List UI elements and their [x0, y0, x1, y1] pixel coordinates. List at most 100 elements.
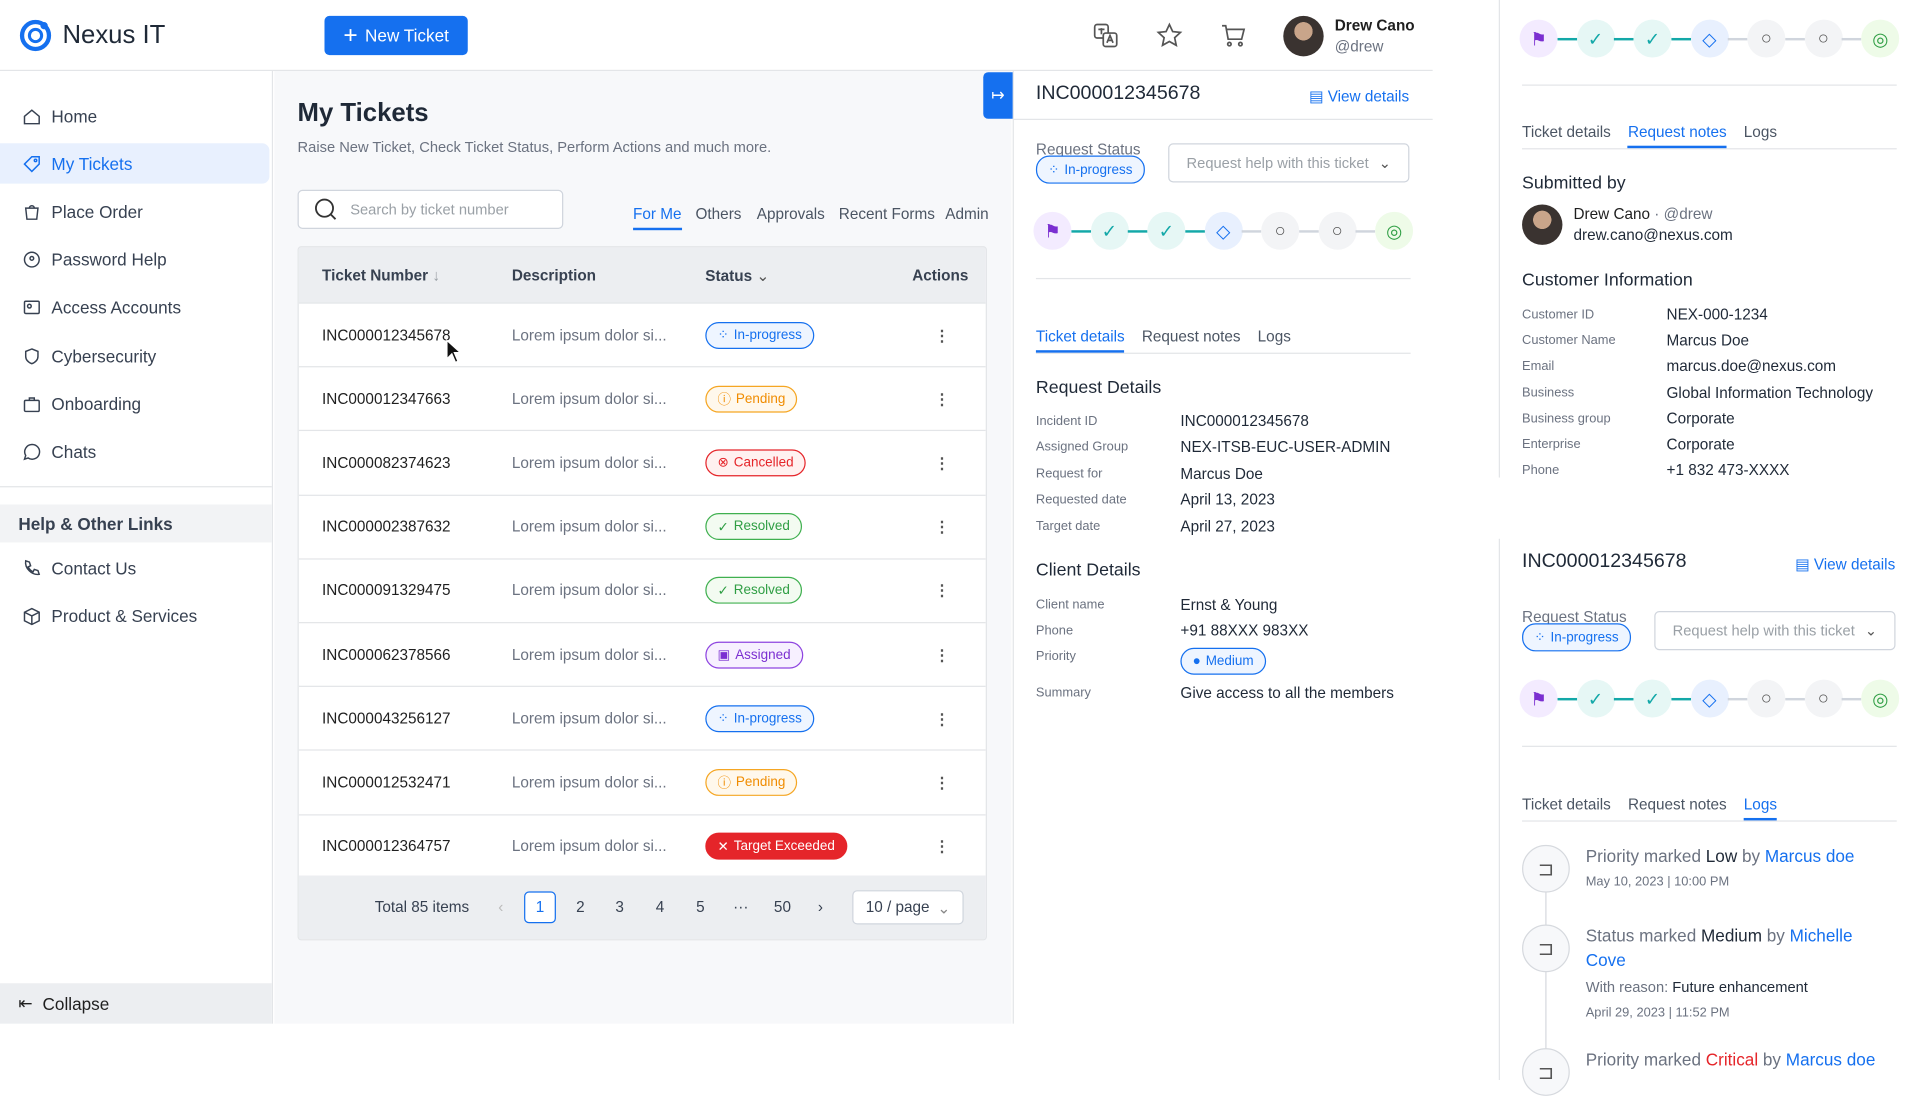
sidebar-link-0[interactable]: Contact Us — [0, 547, 269, 587]
request-help-select[interactable]: Request help with this ticket ⌄ — [1654, 611, 1896, 651]
col-status[interactable]: Status ⌄ — [705, 266, 770, 285]
page-size-select[interactable]: 10 / page ⌄ — [852, 890, 964, 925]
submitter-name-line: Drew Cano · @drew — [1573, 205, 1713, 223]
tab-logs[interactable]: Logs — [1743, 796, 1777, 821]
table-row[interactable]: INC000082374623 Lorem ipsum dolor si... … — [298, 430, 986, 494]
col-ticket-number[interactable]: Ticket Number ↓ — [322, 266, 441, 284]
filter-tab-3[interactable]: Recent Forms — [838, 205, 935, 223]
page-3[interactable]: 3 — [615, 898, 624, 916]
tab-request-notes[interactable]: Request notes — [1141, 328, 1241, 346]
view-details-link[interactable]: ▤ View details — [1308, 88, 1410, 106]
log-entry: Priority marked Low by Marcus doe May 10… — [1585, 846, 1855, 889]
table-row[interactable]: INC000002387632 Lorem ipsum dolor si... … — [298, 494, 986, 558]
log-user-link[interactable]: Marcus doe — [1764, 846, 1855, 866]
tab-ticket-details[interactable]: Ticket details — [1522, 123, 1611, 141]
tab-logs[interactable]: Logs — [1743, 123, 1777, 141]
more-actions-icon[interactable]: ⋮ — [934, 710, 950, 728]
collapse-button[interactable]: ⇤ Collapse — [0, 983, 272, 1024]
sidebar-link-1[interactable]: Product & Services — [0, 595, 269, 635]
more-actions-icon[interactable]: ⋮ — [934, 774, 950, 792]
collapse-icon: ⇤ — [18, 993, 33, 1013]
more-actions-icon[interactable]: ⋮ — [934, 326, 950, 345]
filter-tab-4[interactable]: Admin — [945, 205, 989, 223]
more-actions-icon[interactable]: ⋮ — [934, 518, 950, 536]
sidebar-item-my-tickets[interactable]: My Tickets — [0, 143, 270, 184]
ticket-number[interactable]: INC000012345678 — [322, 326, 451, 344]
log-user-link[interactable]: Marcus doe — [1785, 1049, 1876, 1069]
step-connector — [1670, 697, 1691, 701]
tab-logs[interactable]: Logs — [1257, 328, 1291, 346]
table-row[interactable]: INC000091329475 Lorem ipsum dolor si... … — [298, 558, 986, 622]
next-page-icon[interactable]: › — [817, 898, 823, 916]
sidebar-item-place-order[interactable]: Place Order — [0, 191, 269, 231]
step-connector — [1556, 697, 1577, 701]
customer-field-label: Business — [1522, 385, 1575, 400]
step-done-icon: ✓ — [1090, 211, 1129, 250]
page-50[interactable]: 50 — [773, 898, 791, 916]
page-2[interactable]: 2 — [576, 898, 585, 916]
panel-toggle-button[interactable]: ↦ — [983, 72, 1013, 119]
table-row[interactable]: INC000012347663 Lorem ipsum dolor si... … — [298, 366, 986, 430]
prev-page-icon[interactable]: ‹ — [498, 898, 504, 916]
logo[interactable]: Nexus IT — [18, 18, 165, 52]
tickets-table: Ticket Number ↓ Description Status ⌄ Act… — [297, 246, 987, 941]
step-connector — [1841, 697, 1862, 701]
sidebar-item-home[interactable]: Home — [0, 96, 269, 136]
col-description: Description — [511, 266, 597, 284]
ticket-number[interactable]: INC000012532471 — [322, 773, 451, 791]
filter-tab-2[interactable]: Approvals — [756, 205, 825, 223]
page-4[interactable]: 4 — [655, 898, 665, 916]
cart-icon[interactable] — [1220, 22, 1247, 49]
search-input[interactable]: Search by ticket number — [297, 189, 564, 229]
new-ticket-button[interactable]: + New Ticket — [324, 15, 468, 56]
translate-icon[interactable] — [1092, 22, 1119, 49]
table-row[interactable]: INC000012364757 Lorem ipsum dolor si... … — [298, 813, 986, 878]
field-label: Client name — [1035, 597, 1105, 613]
filter-tab-0[interactable]: For Me — [633, 206, 682, 231]
step-connector — [1613, 37, 1634, 41]
star-icon[interactable] — [1156, 22, 1183, 49]
user-avatar[interactable] — [1283, 15, 1324, 57]
page-1[interactable]: 1 — [524, 891, 556, 924]
log-user-link[interactable]: Michelle Cove — [1585, 925, 1853, 970]
table-row[interactable]: INC000012345678 Lorem ipsum dolor si... … — [298, 302, 986, 366]
table-row[interactable]: INC000043256127 Lorem ipsum dolor si... … — [298, 685, 986, 750]
divider — [1012, 118, 1433, 121]
tab-request-notes[interactable]: Request notes — [1627, 124, 1727, 149]
new-ticket-label: New Ticket — [365, 25, 449, 46]
ticket-number[interactable]: INC000002387632 — [322, 518, 451, 536]
filter-tab-1[interactable]: Others — [695, 205, 742, 223]
request-help-select[interactable]: Request help with this ticket ⌄ — [1168, 143, 1410, 183]
more-actions-icon[interactable]: ⋮ — [934, 582, 950, 600]
detail-tabs: Ticket details Request notes Logs — [1035, 328, 1411, 354]
sidebar-item-cybersecurity[interactable]: Cybersecurity — [0, 336, 269, 376]
more-actions-icon[interactable]: ⋮ — [934, 838, 950, 856]
ticket-number[interactable]: INC000012364757 — [322, 837, 451, 855]
sort-icon[interactable]: ↓ — [432, 266, 441, 284]
sidebar-item-password-help[interactable]: Password Help — [0, 240, 269, 280]
sidebar-item-onboarding[interactable]: Onboarding — [0, 383, 269, 423]
client-details-title: Client Details — [1035, 560, 1141, 581]
step-pending-icon: ○ — [1261, 211, 1300, 250]
page-ellipsis[interactable]: ··· — [733, 898, 749, 916]
view-details-link[interactable]: ▤ View details — [1795, 555, 1896, 574]
sidebar-item-access-accounts[interactable]: Access Accounts — [0, 288, 269, 328]
table-row[interactable]: INC000012532471 Lorem ipsum dolor si... … — [298, 749, 986, 814]
tab-ticket-details[interactable]: Ticket details — [1035, 328, 1125, 353]
ticket-number[interactable]: INC000043256127 — [322, 709, 451, 727]
more-actions-icon[interactable]: ⋮ — [934, 646, 950, 664]
ticket-number[interactable]: INC000012347663 — [322, 390, 451, 408]
page-5[interactable]: 5 — [696, 898, 705, 916]
more-actions-icon[interactable]: ⋮ — [934, 390, 950, 408]
status-icon: ⓘ — [717, 392, 732, 408]
more-actions-icon[interactable]: ⋮ — [934, 454, 950, 472]
ticket-number[interactable]: INC000091329475 — [322, 581, 451, 600]
chevron-down-icon: ⌄ — [937, 899, 951, 917]
table-row[interactable]: INC000062378566 Lorem ipsum dolor si... … — [298, 622, 986, 686]
tab-request-notes[interactable]: Request notes — [1627, 795, 1727, 814]
chevron-down-icon[interactable]: ⌄ — [756, 266, 770, 285]
tab-ticket-details[interactable]: Ticket details — [1522, 795, 1611, 814]
sidebar-item-chats[interactable]: Chats — [0, 431, 269, 471]
ticket-number[interactable]: INC000082374623 — [322, 454, 451, 472]
ticket-number[interactable]: INC000062378566 — [322, 645, 451, 664]
